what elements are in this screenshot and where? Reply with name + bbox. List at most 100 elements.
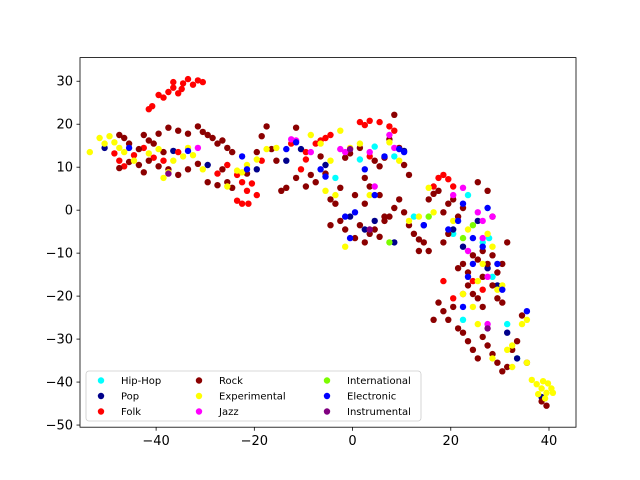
scatter-point	[376, 191, 383, 199]
scatter-point	[361, 166, 368, 173]
scatter-point	[253, 166, 260, 173]
scatter-point	[346, 234, 354, 242]
scatter-point	[450, 183, 457, 190]
scatter-point	[391, 204, 398, 212]
scatter-point	[140, 131, 147, 139]
data-points	[86, 75, 557, 409]
scatter-point	[410, 213, 418, 220]
y-tick-label: −20	[46, 290, 73, 305]
scatter-point	[450, 303, 457, 311]
scatter-point	[459, 303, 467, 311]
scatter-point	[504, 320, 511, 328]
scatter-point	[361, 121, 368, 129]
scatter-point	[258, 157, 265, 164]
scatter-point	[459, 260, 467, 268]
scatter-point	[337, 127, 344, 134]
scatter-point	[484, 204, 491, 212]
scatter-point	[459, 184, 467, 191]
scatter-point	[415, 236, 423, 243]
scatter-point	[219, 137, 226, 144]
x-tick-label: 20	[442, 434, 459, 449]
scatter-point	[155, 130, 162, 137]
scatter-point	[283, 184, 290, 191]
scatter-point	[342, 148, 349, 156]
scatter-point	[219, 166, 226, 173]
scatter-point	[513, 355, 521, 362]
legend-label: International	[347, 376, 411, 387]
scatter-point	[179, 80, 187, 87]
scatter-point	[224, 161, 231, 169]
scatter-point	[489, 213, 496, 220]
scatter-point	[474, 256, 481, 263]
scatter-point	[484, 325, 491, 332]
scatter-point	[263, 145, 270, 153]
y-tick-label: 30	[56, 75, 73, 90]
scatter-point	[273, 157, 280, 164]
x-tick-label: 0	[348, 434, 356, 449]
scatter-point	[400, 161, 408, 169]
scatter-point	[469, 290, 477, 298]
scatter-point	[415, 247, 423, 255]
scatter-point	[130, 157, 138, 164]
scatter-point	[150, 154, 157, 161]
scatter-point	[420, 222, 427, 229]
scatter-point	[509, 363, 516, 371]
scatter-point	[504, 239, 511, 246]
scatter-point	[523, 316, 531, 323]
scatter-point	[469, 260, 477, 268]
scatter-point	[337, 184, 344, 191]
legend-label: Pop	[121, 392, 139, 403]
scatter-point	[322, 134, 329, 142]
scatter-point	[543, 402, 550, 409]
scatter-point	[253, 148, 260, 156]
scatter-point	[464, 338, 472, 345]
scatter-point	[469, 277, 477, 285]
scatter-point	[204, 131, 211, 139]
legend-label: Rock	[219, 376, 243, 387]
scatter-point	[391, 111, 398, 119]
scatter-point	[140, 169, 147, 176]
scatter-point	[160, 148, 167, 156]
scatter-point	[224, 144, 231, 152]
scatter-point	[327, 222, 334, 229]
scatter-point	[170, 84, 177, 91]
scatter-point	[376, 233, 383, 240]
legend-label: Instrumental	[347, 407, 411, 418]
scatter-point	[430, 209, 437, 216]
scatter-point	[366, 191, 373, 199]
scatter-point	[469, 346, 477, 353]
scatter-point	[430, 316, 437, 323]
scatter-point	[135, 161, 143, 169]
scatter-point	[224, 183, 231, 190]
scatter-point	[494, 359, 501, 366]
scatter-point	[469, 303, 477, 311]
scatter-point	[371, 226, 378, 233]
scatter-point	[479, 234, 486, 242]
scatter-point	[361, 174, 368, 182]
scatter-point	[297, 145, 305, 153]
scatter-point	[469, 252, 477, 259]
scatter-point	[405, 217, 413, 225]
scatter-point	[484, 342, 491, 349]
scatter-point	[376, 118, 383, 126]
scatter-point	[400, 209, 408, 216]
x-tick-label: 40	[541, 434, 558, 449]
scatter-point	[145, 137, 152, 144]
scatter-point	[145, 157, 152, 164]
scatter-point	[214, 182, 221, 189]
legend-marker	[97, 392, 105, 400]
scatter-point	[302, 183, 310, 190]
scatter-point	[361, 200, 368, 207]
scatter-point	[400, 148, 408, 156]
legend-marker	[195, 392, 203, 400]
scatter-point	[504, 346, 511, 353]
scatter-point	[160, 157, 167, 164]
scatter-point	[292, 124, 300, 131]
scatter-point	[130, 152, 138, 159]
scatter-point	[229, 148, 236, 156]
scatter-point	[538, 385, 545, 392]
scatter-point	[386, 123, 393, 130]
scatter-point	[288, 136, 295, 143]
scatter-point	[366, 183, 373, 190]
scatter-point	[504, 329, 511, 336]
